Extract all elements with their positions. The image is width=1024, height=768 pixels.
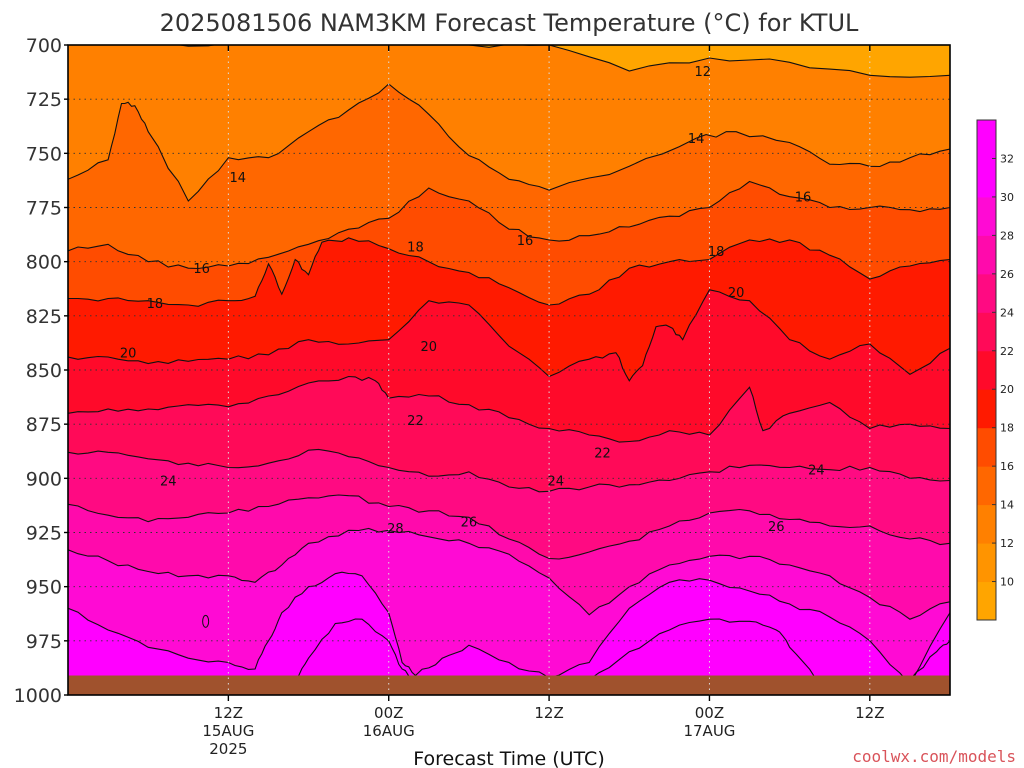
isotherm-24 <box>68 448 950 493</box>
y-tick-label: 800 <box>26 252 62 274</box>
colorbar-tick-label: 22 <box>1000 345 1014 358</box>
temperature-fill-layers <box>68 45 950 695</box>
colorbar-swatch <box>977 235 996 275</box>
colorbar-tick-label: 14 <box>1000 499 1014 512</box>
colorbar-tick-label: 16 <box>1000 460 1014 473</box>
colorbar-swatch <box>977 273 996 313</box>
colorbar-tick-label: 28 <box>1000 229 1014 242</box>
contour-label: 26 <box>461 516 478 531</box>
y-tick-label: 900 <box>26 468 62 490</box>
colorbar-swatch <box>977 196 996 236</box>
colorbar-tick-label: 30 <box>1000 191 1014 204</box>
colorbar-swatch <box>977 427 996 467</box>
x-tick-sublabel: 2025 <box>209 740 247 758</box>
contour-labels: 12 14 14 16 16 16 18 18 18 20 20 20 22 22 24 24 24 26 26 28 <box>120 65 825 537</box>
y-tick-label: 975 <box>26 631 62 653</box>
isotherm-contour-lines <box>68 45 950 686</box>
contour-label: 24 <box>547 475 564 490</box>
contour-label: 26 <box>768 520 785 535</box>
y-tick-label: 925 <box>26 523 62 545</box>
contour-label: 18 <box>147 297 164 312</box>
isotherm-12 <box>132 45 950 78</box>
terrain-ground-band <box>68 675 950 695</box>
contour-label: 14 <box>688 132 705 147</box>
colorbar-swatch <box>977 120 996 159</box>
y-axis: 700 725 750 775 800 825 850 875 900 925 950 975 1000 <box>14 35 68 707</box>
isotherm-16 <box>68 180 950 270</box>
y-tick-label: 1000 <box>14 685 62 707</box>
x-axis-label: Forecast Time (UTC) <box>413 748 604 768</box>
contour-label: 16 <box>517 234 534 249</box>
x-tick-label: 00Z <box>695 704 724 722</box>
y-tick-label: 825 <box>26 306 62 328</box>
y-tick-label: 850 <box>26 360 62 382</box>
isotherm-closed-loop <box>202 614 210 628</box>
x-tick-label: 12Z <box>534 704 563 722</box>
colorbar-tick-label: 24 <box>1000 306 1014 319</box>
isotherm-28 <box>68 527 950 620</box>
colorbar-swatch <box>977 466 996 506</box>
y-tick-label: 875 <box>26 414 62 436</box>
contour-label: 22 <box>407 414 424 429</box>
colorbar-legend: 10 12 14 16 18 20 22 24 26 28 30 32 <box>976 119 1014 621</box>
x-tick-sublabel: 15AUG <box>202 722 254 740</box>
x-tick-label: 12Z <box>214 704 243 722</box>
contour-label: 18 <box>708 245 725 260</box>
colorbar-frame <box>976 119 997 621</box>
contour-label: 22 <box>594 446 611 461</box>
x-tick-label: 00Z <box>374 704 403 722</box>
contour-label: 16 <box>193 262 210 277</box>
colorbar-tick-label: 26 <box>1000 268 1014 281</box>
credit-text: coolwx.com/models <box>852 747 1016 766</box>
contour-label: 20 <box>120 347 137 362</box>
y-tick-label: 775 <box>26 198 62 220</box>
isotherm-18 <box>68 237 950 307</box>
colorbar-swatch <box>977 312 996 352</box>
colorbar-tick-label: 18 <box>1000 422 1014 435</box>
isotherm-22 <box>68 375 950 443</box>
colorbar-swatch <box>977 504 996 544</box>
contour-label: 20 <box>728 286 745 301</box>
colorbar-swatch <box>977 350 996 390</box>
contour-label: 24 <box>160 475 177 490</box>
band-below-14 <box>68 45 950 201</box>
colorbar-tick-label: 20 <box>1000 383 1014 396</box>
contour-label: 14 <box>229 171 246 186</box>
isotherm-26 <box>68 494 950 560</box>
colorbar-tick-label: 32 <box>1000 152 1014 165</box>
x-tick-sublabel: 17AUG <box>683 722 735 740</box>
contour-label: 24 <box>808 464 825 479</box>
colorbar-tick-label: 12 <box>1000 537 1014 550</box>
y-tick-label: 700 <box>26 35 62 57</box>
colorbar-swatch <box>977 158 996 198</box>
x-tick-sublabel: 16AUG <box>363 722 415 740</box>
chart-title: 2025081506 NAM3KM Forecast Temperature (… <box>160 9 859 37</box>
colorbar-swatch <box>977 581 996 621</box>
colorbar-swatch <box>977 389 996 429</box>
contour-label: 12 <box>694 65 711 80</box>
colorbar-tick-label: 10 <box>1000 576 1014 589</box>
x-tick-label: 12Z <box>855 704 884 722</box>
contour-label: 20 <box>421 340 438 355</box>
isotherm-14 <box>68 83 950 202</box>
y-tick-label: 750 <box>26 143 62 165</box>
contour-label: 16 <box>795 191 812 206</box>
y-tick-label: 950 <box>26 577 62 599</box>
isotherm-20 <box>68 289 950 382</box>
isotherm-30 <box>68 571 950 686</box>
colorbar-swatch <box>977 543 996 583</box>
contour-label: 28 <box>387 522 404 537</box>
band-coolest <box>148 45 950 78</box>
contour-label: 18 <box>407 241 424 256</box>
y-tick-label: 725 <box>26 89 62 111</box>
terrain-band <box>68 675 950 695</box>
